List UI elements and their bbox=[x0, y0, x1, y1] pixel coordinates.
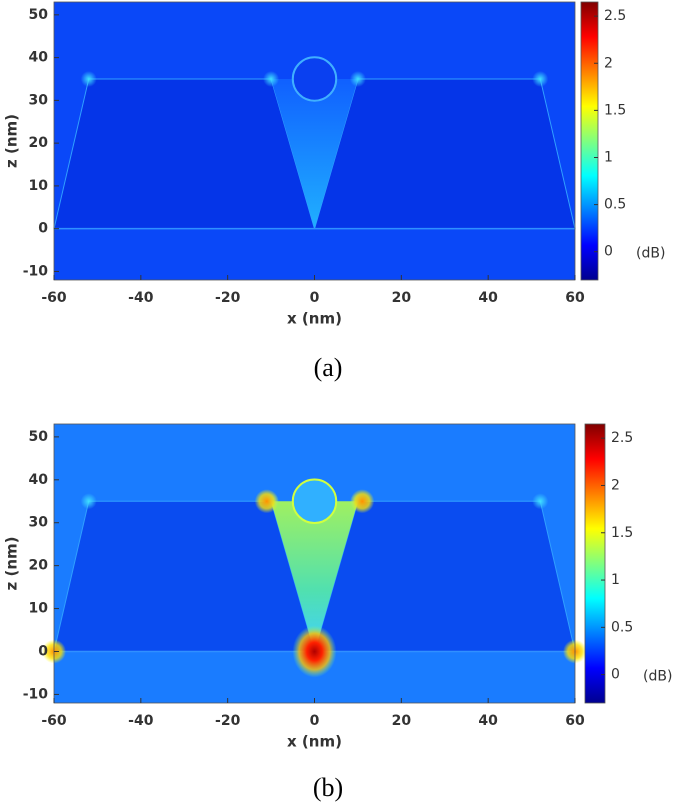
colorbar-tick-label: 1.5 bbox=[604, 102, 626, 118]
y-axis-label: z (nm) bbox=[3, 537, 21, 591]
x-tick-label: 40 bbox=[478, 713, 498, 729]
left-trapezoid bbox=[53, 78, 316, 230]
x-tick-label: 60 bbox=[565, 713, 585, 729]
colorbar bbox=[584, 423, 606, 704]
warm-spot bbox=[254, 489, 279, 514]
y-tick-label: 20 bbox=[29, 558, 49, 574]
x-tick-label: 0 bbox=[310, 290, 320, 306]
colorbar-tick-label: 0 bbox=[611, 667, 620, 683]
y-tick-label: 30 bbox=[29, 92, 49, 108]
y-tick-label: -10 bbox=[23, 263, 49, 279]
colorbar-tick-label: 1 bbox=[604, 149, 613, 165]
y-tick-label: 10 bbox=[29, 178, 49, 194]
x-tick-label: -40 bbox=[128, 290, 154, 306]
colorbar bbox=[580, 1, 599, 281]
panel-caption: (b) bbox=[313, 773, 343, 802]
x-tick-label: 0 bbox=[310, 713, 320, 729]
y-tick-label: -10 bbox=[23, 686, 49, 702]
y-tick-label: 50 bbox=[29, 7, 49, 23]
x-axis-label: x (nm) bbox=[287, 310, 342, 328]
x-tick-label: -60 bbox=[41, 290, 67, 306]
warm-spot bbox=[350, 489, 375, 514]
glow bbox=[532, 493, 549, 510]
v-groove bbox=[271, 78, 358, 229]
glow bbox=[80, 70, 97, 87]
x-axis-label: x (nm) bbox=[287, 733, 342, 751]
y-tick-label: 0 bbox=[38, 221, 48, 237]
colorbar-label: (dB) bbox=[643, 669, 672, 685]
particle bbox=[291, 478, 338, 524]
glow bbox=[263, 70, 280, 87]
y-axis-label: z (nm) bbox=[3, 114, 21, 168]
x-tick-label: -40 bbox=[128, 713, 154, 729]
colorbar-tick-label: 2.5 bbox=[611, 430, 633, 446]
colorbar-tick-label: 1.5 bbox=[611, 525, 633, 541]
x-tick-label: 20 bbox=[392, 290, 412, 306]
y-tick-label: 50 bbox=[29, 429, 49, 445]
left-trapezoid bbox=[53, 500, 316, 652]
x-tick-label: -20 bbox=[215, 290, 241, 306]
panel-caption: (a) bbox=[314, 353, 343, 382]
y-tick-label: 40 bbox=[29, 50, 49, 66]
colorbar-tick-label: 1 bbox=[611, 572, 620, 588]
x-tick-label: -60 bbox=[41, 713, 67, 729]
y-tick-label: 0 bbox=[38, 643, 48, 659]
y-tick-label: 20 bbox=[29, 135, 49, 151]
x-tick-label: -20 bbox=[215, 713, 241, 729]
colorbar-tick-label: 2.5 bbox=[604, 8, 626, 24]
right-trapezoid bbox=[313, 78, 576, 230]
colorbar-tick-label: 0.5 bbox=[604, 197, 626, 213]
particle bbox=[291, 56, 338, 102]
hotspot bbox=[292, 625, 337, 678]
glow bbox=[532, 70, 549, 87]
colorbar-tick-label: 2 bbox=[604, 55, 613, 71]
right-trapezoid bbox=[313, 500, 576, 652]
y-tick-label: 40 bbox=[29, 472, 49, 488]
colorbar-tick-label: 0.5 bbox=[611, 619, 633, 635]
y-tick-label: 10 bbox=[29, 601, 49, 617]
colorbar-tick-label: 2 bbox=[611, 477, 620, 493]
colorbar-tick-label: 0 bbox=[604, 244, 613, 260]
glow bbox=[349, 70, 366, 87]
x-tick-label: 40 bbox=[478, 290, 498, 306]
y-tick-label: 30 bbox=[29, 515, 49, 531]
glow bbox=[80, 493, 97, 510]
v-groove bbox=[271, 501, 358, 652]
x-tick-label: 20 bbox=[392, 713, 412, 729]
colorbar-label: (dB) bbox=[636, 246, 665, 262]
x-tick-label: 60 bbox=[565, 290, 585, 306]
